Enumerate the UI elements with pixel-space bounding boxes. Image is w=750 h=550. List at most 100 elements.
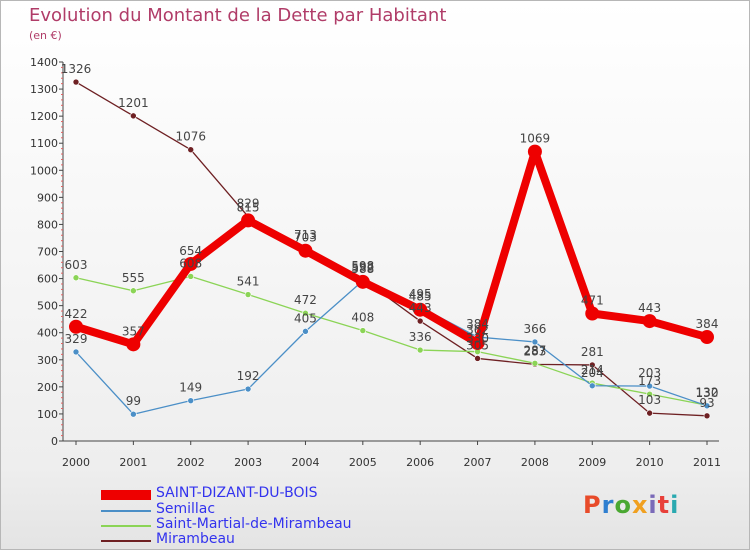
legend-swatch xyxy=(101,510,151,512)
data-label: 362 xyxy=(466,323,489,337)
data-point xyxy=(470,336,485,351)
data-point xyxy=(298,243,313,258)
x-tick-label: 2010 xyxy=(636,456,664,469)
legend-swatch xyxy=(101,525,151,527)
data-point xyxy=(130,112,137,120)
data-point xyxy=(474,355,481,362)
y-tick-label: 900 xyxy=(37,191,58,204)
data-label: 203 xyxy=(638,366,661,380)
data-point xyxy=(355,274,370,289)
y-tick-label: 1000 xyxy=(30,164,58,177)
data-label: 1076 xyxy=(175,130,206,144)
data-label: 1069 xyxy=(520,132,551,146)
data-point xyxy=(585,306,600,321)
legend-swatch xyxy=(101,540,151,542)
data-point xyxy=(703,412,711,420)
data-label: 305 xyxy=(466,338,489,352)
y-tick-label: 500 xyxy=(37,300,58,313)
y-tick-label: 1100 xyxy=(30,137,58,150)
data-label: 485 xyxy=(409,290,432,304)
data-point xyxy=(527,144,542,159)
data-point xyxy=(531,360,539,367)
data-label: 283 xyxy=(523,344,546,358)
data-label: 93 xyxy=(699,396,714,410)
data-label: 471 xyxy=(581,293,604,307)
data-label: 555 xyxy=(122,271,145,285)
data-label: 472 xyxy=(294,293,317,307)
data-label: 815 xyxy=(237,200,260,214)
data-label: 422 xyxy=(65,307,88,321)
data-label: 1326 xyxy=(61,62,92,76)
data-label: 608 xyxy=(179,256,202,270)
legend-label: Semillac xyxy=(156,501,216,517)
logo-letter: t xyxy=(657,491,671,519)
data-point xyxy=(646,409,653,417)
data-label: 541 xyxy=(237,275,260,289)
y-tick-label: 1400 xyxy=(30,56,58,69)
data-label: 1201 xyxy=(118,96,149,110)
logo-letter: P xyxy=(583,491,602,519)
y-tick-label: 400 xyxy=(37,327,58,340)
data-label: 330 xyxy=(466,332,489,346)
data-label: 132 xyxy=(696,385,719,399)
data-point xyxy=(642,314,657,329)
data-label: 405 xyxy=(294,311,317,325)
data-label: 99 xyxy=(126,394,141,408)
data-point xyxy=(416,346,424,354)
x-tick-label: 2001 xyxy=(119,456,147,469)
data-label: 173 xyxy=(638,374,661,388)
data-point xyxy=(302,309,309,317)
series-line-mirambeau xyxy=(75,81,708,417)
data-label: 214 xyxy=(581,363,604,377)
data-label: 192 xyxy=(237,369,260,383)
data-point xyxy=(187,397,195,404)
data-label: 336 xyxy=(409,330,432,344)
data-label: 603 xyxy=(65,258,88,272)
x-tick-label: 2008 xyxy=(521,456,549,469)
chart-title: Evolution du Montant de la Dette par Hab… xyxy=(29,5,447,26)
data-label: 588 xyxy=(351,262,374,276)
x-tick-label: 2005 xyxy=(349,456,377,469)
y-tick-label: 200 xyxy=(37,381,58,394)
logo-letter: i xyxy=(648,491,658,519)
x-tick-label: 2004 xyxy=(291,456,319,469)
logo-letter: r xyxy=(601,491,615,519)
x-tick-label: 2000 xyxy=(62,456,90,469)
data-point xyxy=(130,410,137,418)
data-point xyxy=(646,382,653,390)
data-label: 384 xyxy=(696,317,719,331)
data-label: 384 xyxy=(466,317,489,331)
data-label: 495 xyxy=(409,287,432,301)
data-point xyxy=(588,382,596,390)
data-label: 366 xyxy=(523,322,546,336)
data-point xyxy=(302,328,309,335)
data-label: 598 xyxy=(351,259,374,273)
y-tick-label: 300 xyxy=(37,354,58,367)
x-tick-label: 2011 xyxy=(693,456,721,469)
y-tick-label: 700 xyxy=(37,246,58,259)
data-point xyxy=(588,361,596,369)
data-label: 592 xyxy=(351,261,374,275)
data-label: 713 xyxy=(294,228,317,242)
data-point xyxy=(244,291,252,298)
data-label: 654 xyxy=(179,244,202,258)
legend-swatch xyxy=(101,490,151,500)
x-tick-label: 2007 xyxy=(464,456,492,469)
data-point xyxy=(241,213,256,228)
data-label: 130 xyxy=(696,386,719,400)
y-tick-label: 0 xyxy=(51,435,58,448)
data-point xyxy=(646,390,653,398)
data-label: 357 xyxy=(122,324,145,338)
chart-subtitle: (en €) xyxy=(29,29,62,42)
x-tick-label: 2009 xyxy=(578,456,606,469)
data-label: 103 xyxy=(638,393,661,407)
data-point xyxy=(126,337,141,352)
data-point xyxy=(183,256,198,271)
series-line-saint-dizant-du-bois xyxy=(72,147,711,349)
data-label: 443 xyxy=(409,301,432,315)
x-tick-label: 2006 xyxy=(406,456,434,469)
y-tick-label: 1200 xyxy=(30,110,58,123)
x-tick-label: 2002 xyxy=(177,456,205,469)
data-label: 329 xyxy=(65,332,88,346)
